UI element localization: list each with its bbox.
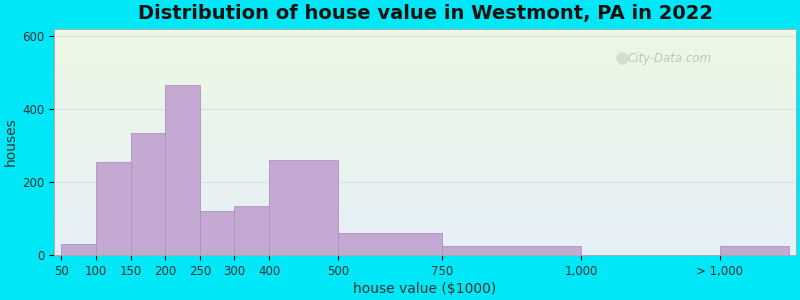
Bar	[62, 244, 96, 255]
Bar	[165, 85, 200, 255]
Bar	[96, 162, 130, 255]
Bar	[338, 233, 442, 255]
Text: City-Data.com: City-Data.com	[628, 52, 712, 65]
Bar	[269, 160, 338, 255]
Bar	[200, 211, 234, 255]
Bar	[234, 206, 269, 255]
X-axis label: house value ($1000): house value ($1000)	[354, 282, 497, 296]
Bar	[130, 133, 165, 255]
Y-axis label: houses: houses	[4, 118, 18, 166]
Title: Distribution of house value in Westmont, PA in 2022: Distribution of house value in Westmont,…	[138, 4, 713, 23]
Bar	[442, 246, 581, 255]
Bar	[720, 246, 789, 255]
